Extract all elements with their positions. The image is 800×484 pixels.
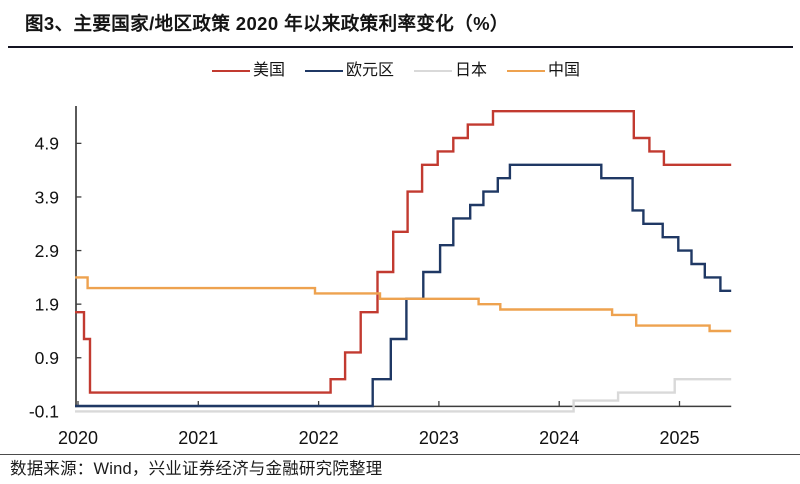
series-line-2	[75, 378, 732, 413]
legend-label-3: 中国	[548, 62, 581, 79]
x-tick-label: 2020	[58, 428, 98, 448]
y-tick-label: 2.9	[35, 241, 59, 261]
footer-divider	[0, 454, 800, 455]
legend-label-2: 日本	[455, 62, 488, 79]
legend-item-2: 日本	[414, 62, 487, 80]
legend-item-3: 中国	[507, 62, 580, 80]
y-tick-label: 0.9	[35, 348, 59, 368]
x-tick-label: 2021	[178, 428, 218, 448]
x-tick-label: 2022	[299, 428, 339, 448]
y-tick-label: 3.9	[35, 187, 59, 207]
x-tick-label: 2024	[539, 428, 579, 448]
x-tick-label: 2025	[659, 428, 699, 448]
chart-title: 图3、主要国家/地区政策 2020 年以来政策利率变化（%）	[25, 13, 509, 34]
y-tick-label: 1.9	[35, 294, 59, 314]
source-note: 数据来源：Wind，兴业证券经济与金融研究院整理	[10, 460, 383, 478]
series-line-0	[75, 110, 732, 394]
series-line-3	[75, 276, 732, 333]
title-underline	[8, 46, 793, 48]
series-line-1	[75, 163, 732, 408]
legend-swatch-1	[304, 69, 343, 73]
y-tick-label: -0.1	[29, 402, 59, 422]
legend-item-0: 美国	[211, 62, 285, 80]
legend: 美国 欧元区 日本 中国	[0, 62, 796, 80]
x-tick-label: 2023	[419, 428, 459, 448]
legend-swatch-3	[507, 69, 546, 73]
legend-swatch-2	[414, 69, 452, 73]
legend-swatch-0	[211, 69, 250, 73]
legend-label-1: 欧元区	[345, 62, 394, 79]
legend-item-1: 欧元区	[304, 62, 394, 80]
legend-label-0: 美国	[252, 62, 285, 79]
y-tick-label: 4.9	[35, 134, 59, 154]
